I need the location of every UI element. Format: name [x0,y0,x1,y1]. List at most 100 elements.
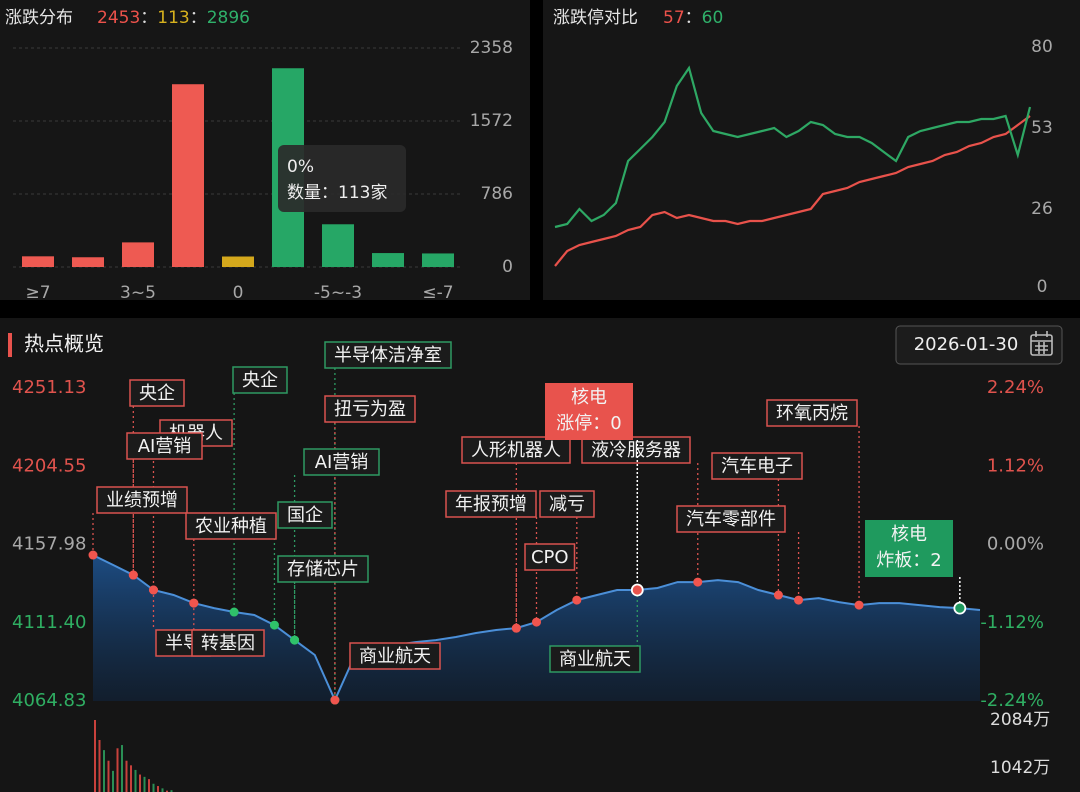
annotation-text: AI营销 [138,436,192,457]
volume-bar [157,786,159,792]
annotation-box [524,543,576,571]
counts: 2453：113：2896 [97,8,250,28]
event-dot [532,617,541,627]
y-tick-label: 4064.83 [12,690,86,711]
annotation-box [676,505,786,533]
bar [422,253,454,267]
event-dot [290,635,300,645]
y-tick-label: 4157.98 [12,534,86,555]
annotation-text: CPO [531,547,569,568]
annotation-box [766,399,858,427]
volume-bar [143,776,146,792]
event-dot [773,590,783,600]
annotation-text: AI营销 [315,452,369,473]
event-dot [572,595,582,605]
chart-title: 涨跌停对比 [553,8,638,28]
annotation-text: 年报预增 [455,494,527,515]
annotation-box [277,501,333,529]
y-tick-label: 1572 [470,111,513,131]
volume-bar [125,760,128,792]
bar [122,242,154,267]
volume-bar [107,760,110,792]
event-dot [953,601,967,615]
annotation-box [191,629,265,657]
event-dot [148,585,158,595]
annotation-box [96,486,188,514]
annotation-box [277,555,369,583]
y-tick-label: 53 [1031,118,1053,138]
annotation-text: 液冷服务器 [591,440,681,461]
volume-bar [161,788,164,792]
bar [22,256,54,267]
bar [172,84,204,267]
count: 2896 [207,8,250,28]
x-tick-label: 3~5 [120,283,156,303]
annotation-box [349,642,441,670]
y-tick-label: 4111.40 [12,612,86,633]
y2-tick-label: -2.24% [980,690,1044,711]
x-tick-label: -5~-3 [314,283,362,303]
callout-text: 炸板：2 [876,550,941,571]
separator: ： [685,8,702,28]
event-dot [269,620,279,630]
annotation-box [711,452,803,480]
annotation-box [581,436,691,464]
annotation-text: 业绩预增 [106,490,178,511]
volume-bar [103,750,105,792]
callout-text: 涨停：0 [556,413,621,434]
panel-limit [543,0,1080,300]
event-dot [854,600,864,610]
counts: 57：60 [663,8,723,28]
y-tick-label: 0 [1037,277,1048,297]
y2-tick-label: -1.12% [980,612,1044,633]
y-tick-label: 2358 [470,38,513,58]
callout-box [545,383,633,440]
y-tick-label: 26 [1031,199,1053,219]
y-tick-label: 0 [502,257,513,277]
y-tick-label: 4251.13 [12,377,86,398]
count: 57 [663,8,685,28]
annotation-text: 汽车电子 [721,456,793,477]
title-accent [8,333,12,357]
date-picker[interactable] [895,325,1063,365]
volume-bar [134,769,137,792]
date: 2026-01-30 [914,334,1019,355]
annotation-box [324,341,452,369]
annotation-box [232,366,288,394]
bar [372,253,404,267]
annotation-box [461,436,571,464]
event-dot [189,598,199,608]
annotation-text: 人形机器人 [471,440,561,461]
volume-bar [98,739,101,792]
callout-text: 核电 [891,524,927,545]
event-dot [128,570,138,580]
panel-distribution [0,0,530,300]
event-dot [511,623,521,633]
annotation-text: 央企 [242,370,278,391]
volume-bar [152,783,155,792]
y-tick-label: 4204.55 [12,455,86,476]
calendar-icon[interactable] [1030,331,1053,356]
y-tick-label: 80 [1031,37,1053,57]
tooltip-text: 0% [287,157,314,177]
tooltip-box [278,145,406,212]
chart-title: 涨跌分布 [5,8,73,28]
volume-bar [121,745,123,792]
volume-tick-label: 1042万 [990,758,1050,778]
annotation-text: 减亏 [549,494,585,515]
annotation-text: 国企 [287,505,323,526]
annotation-box [324,395,416,423]
count: 113 [157,8,189,28]
annotation-box [549,645,641,673]
event-dot [229,607,239,617]
line [554,115,1031,267]
annotation-box [445,490,537,518]
separator: ： [190,8,207,28]
x-tick-label: 0 [233,283,244,303]
volume-bar [130,765,132,792]
y2-tick-label: 0.00% [987,534,1044,555]
volume [94,720,173,792]
volume-bar [166,790,168,792]
bar [322,224,354,267]
